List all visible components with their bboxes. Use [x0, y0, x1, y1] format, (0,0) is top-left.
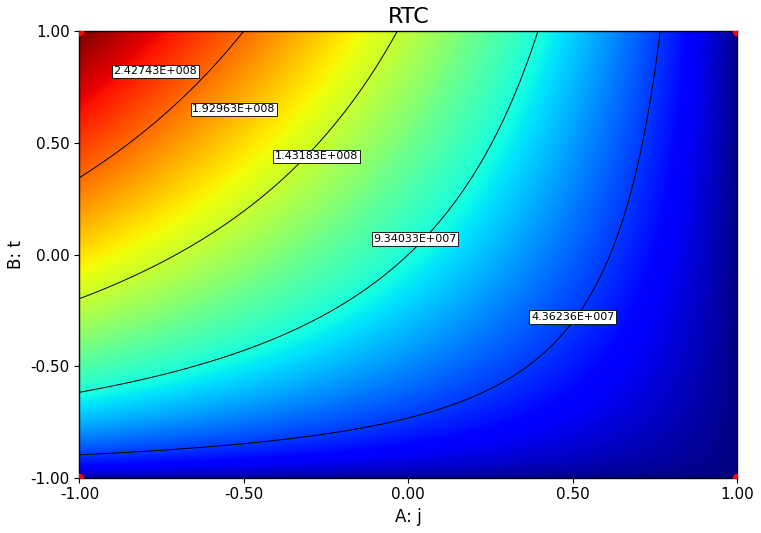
Title: RTC: RTC	[387, 7, 429, 27]
X-axis label: A: j: A: j	[395, 508, 422, 526]
Text: 9.34033E+007: 9.34033E+007	[373, 234, 457, 244]
Text: 1.92963E+008: 1.92963E+008	[193, 104, 275, 115]
Y-axis label: B: t: B: t	[7, 240, 25, 269]
Text: 4.36236E+007: 4.36236E+007	[531, 312, 614, 322]
Text: 2.42743E+008: 2.42743E+008	[113, 67, 197, 76]
Text: 1.43183E+008: 1.43183E+008	[275, 151, 358, 161]
